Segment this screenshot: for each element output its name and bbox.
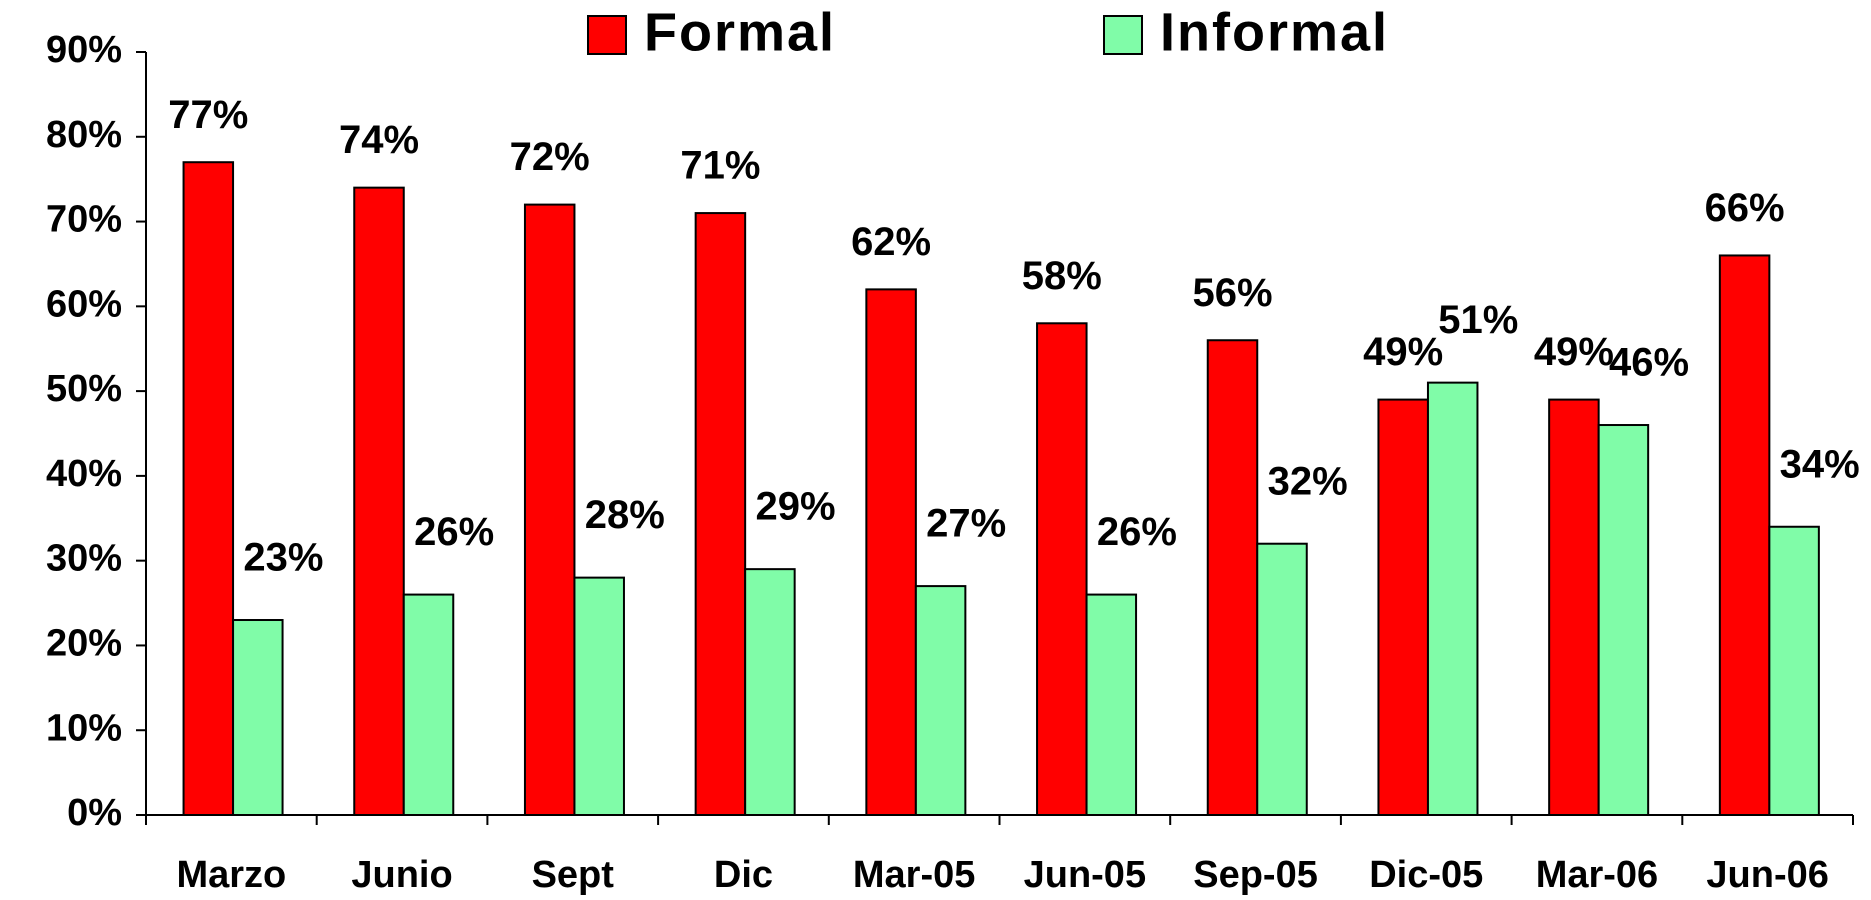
x-tick-label: Dic bbox=[714, 854, 773, 896]
data-label: 56% bbox=[1192, 271, 1272, 315]
data-label: 29% bbox=[755, 485, 835, 529]
bar bbox=[1548, 398, 1600, 816]
bar bbox=[744, 568, 796, 817]
data-label: 66% bbox=[1705, 186, 1785, 230]
y-tick-label: 70% bbox=[46, 199, 122, 241]
y-tick-label: 80% bbox=[46, 114, 122, 156]
bar bbox=[182, 161, 235, 816]
data-label: 51% bbox=[1438, 298, 1518, 342]
bar bbox=[402, 593, 455, 816]
bar bbox=[1377, 398, 1429, 816]
bar bbox=[1768, 525, 1820, 816]
data-label: 27% bbox=[926, 502, 1006, 546]
legend-swatch bbox=[587, 15, 627, 55]
data-label: 72% bbox=[510, 135, 590, 179]
y-tick-label: 90% bbox=[46, 29, 122, 71]
data-label: 23% bbox=[243, 536, 323, 580]
data-label: 28% bbox=[585, 493, 665, 537]
x-tick-label: Dic-05 bbox=[1369, 854, 1483, 896]
x-tick-label: Marzo bbox=[176, 854, 286, 896]
y-tick-label: 10% bbox=[46, 707, 122, 749]
data-label: 34% bbox=[1780, 442, 1860, 486]
y-tick-label: 30% bbox=[46, 538, 122, 580]
data-label: 49% bbox=[1534, 330, 1614, 374]
bar bbox=[1597, 424, 1650, 816]
data-label: 26% bbox=[1097, 510, 1177, 554]
y-tick-label: 60% bbox=[46, 283, 122, 325]
bar bbox=[232, 619, 284, 816]
data-label: 49% bbox=[1363, 330, 1443, 374]
bar bbox=[1718, 254, 1771, 816]
bar bbox=[914, 585, 967, 816]
x-tick-label: Sept bbox=[532, 854, 615, 896]
y-tick-label: 20% bbox=[46, 622, 122, 664]
bar bbox=[865, 288, 917, 816]
bar bbox=[1085, 593, 1138, 816]
y-tick-label: 40% bbox=[46, 453, 122, 495]
data-label: 26% bbox=[414, 510, 494, 554]
bar bbox=[694, 212, 747, 817]
data-label: 71% bbox=[680, 144, 760, 188]
x-tick-label: Mar-05 bbox=[853, 854, 976, 896]
bar bbox=[1426, 381, 1479, 816]
data-label: 77% bbox=[168, 93, 248, 137]
data-label: 32% bbox=[1268, 459, 1348, 503]
data-label: 58% bbox=[1022, 254, 1102, 298]
bar bbox=[353, 186, 405, 816]
bar bbox=[1206, 339, 1259, 816]
bar bbox=[523, 203, 576, 817]
data-label: 74% bbox=[339, 118, 419, 162]
x-tick-label: Junio bbox=[351, 854, 452, 896]
legend-swatch bbox=[1103, 15, 1143, 55]
y-tick-label: 50% bbox=[46, 368, 122, 410]
x-tick-label: Mar-06 bbox=[1536, 854, 1659, 896]
y-tick-label: 0% bbox=[67, 792, 122, 834]
bar bbox=[1256, 542, 1308, 816]
x-tick-label: Sep-05 bbox=[1193, 854, 1318, 896]
legend-label: Informal bbox=[1160, 2, 1389, 62]
data-label: 62% bbox=[851, 220, 931, 264]
bar bbox=[573, 576, 625, 816]
data-label: 46% bbox=[1609, 341, 1689, 385]
legend-label: Formal bbox=[644, 2, 836, 62]
bar bbox=[1036, 322, 1088, 816]
x-tick-label: Jun-06 bbox=[1706, 854, 1828, 896]
x-tick-label: Jun-05 bbox=[1024, 854, 1146, 896]
